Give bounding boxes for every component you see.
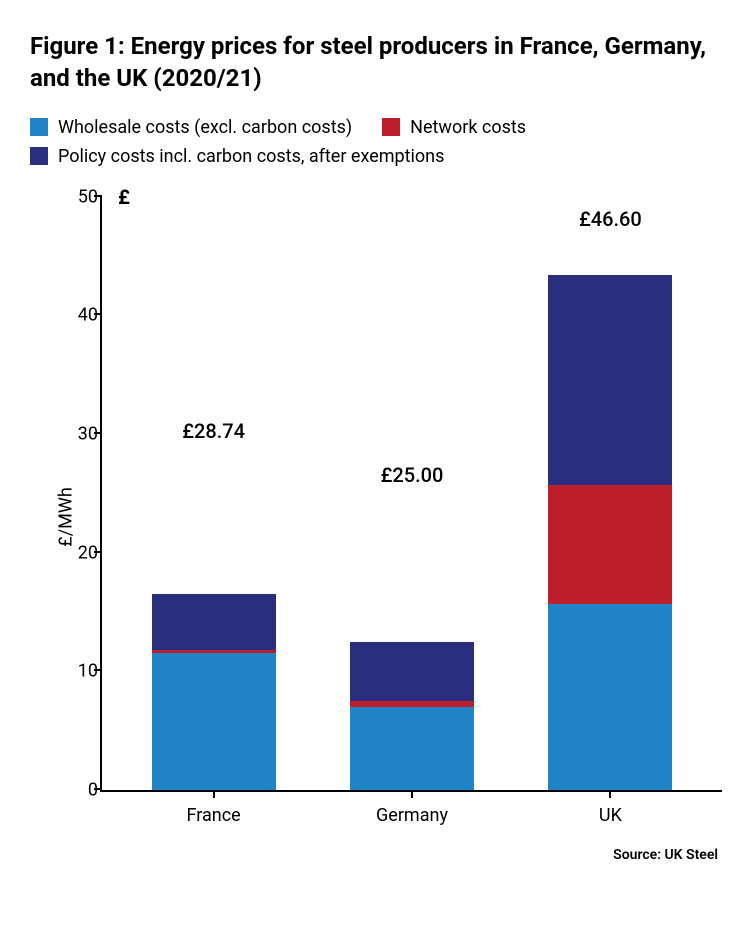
bar-segment [548, 604, 672, 790]
x-tick-mark [609, 790, 611, 798]
y-tick-label: 0 [58, 779, 98, 800]
y-axis-label: £/MWh [55, 487, 76, 547]
x-tick-mark [213, 790, 215, 798]
chart-area: £ £/MWh 01020304050France£28.74Germany£2… [30, 197, 722, 837]
legend-item: Policy costs incl. carbon costs, after e… [30, 146, 444, 167]
legend-item: Network costs [382, 117, 526, 138]
source-note: Source: UK Steel [30, 847, 722, 863]
bar-segment [548, 275, 672, 485]
y-tick-label: 50 [58, 186, 98, 207]
bar-total-label: £46.60 [579, 207, 642, 231]
y-tick-label: 20 [58, 542, 98, 563]
y-tick-label: 10 [58, 661, 98, 682]
legend: Wholesale costs (excl. carbon costs) Netw… [30, 117, 722, 167]
bar-group: £25.00 [350, 493, 474, 790]
bar-group: £46.60 [548, 237, 672, 790]
y-tick-label: 40 [58, 305, 98, 326]
chart-title: Figure 1: Energy prices for steel produc… [30, 30, 722, 95]
legend-label: Policy costs incl. carbon costs, after e… [58, 146, 444, 167]
x-tick-mark [411, 790, 413, 798]
x-tick-label: France [187, 805, 241, 826]
legend-label: Wholesale costs (excl. carbon costs) [58, 117, 352, 138]
legend-item: Wholesale costs (excl. carbon costs) [30, 117, 352, 138]
x-tick-label: UK [599, 805, 622, 826]
y-tick-label: 30 [58, 423, 98, 444]
bar-segment [548, 485, 672, 604]
legend-swatch [30, 118, 48, 136]
legend-swatch [30, 147, 48, 165]
bar-group: £28.74 [152, 449, 276, 790]
legend-label: Network costs [410, 117, 526, 138]
bar-segment [152, 594, 276, 650]
bar-segment [152, 653, 276, 789]
bar-total-label: £28.74 [182, 419, 245, 443]
plot-area: 01020304050France£28.74Germany£25.00UK£4… [100, 197, 722, 792]
bar-segment [350, 707, 474, 790]
bar-segment [350, 642, 474, 701]
legend-swatch [382, 118, 400, 136]
x-tick-label: Germany [376, 805, 448, 826]
bar-total-label: £25.00 [381, 463, 444, 487]
